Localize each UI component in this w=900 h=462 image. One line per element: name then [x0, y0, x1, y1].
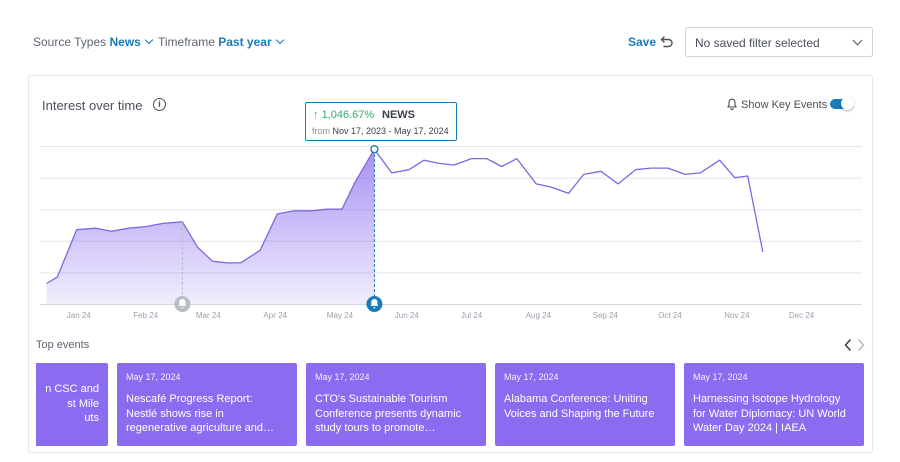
key-event-point [370, 144, 379, 154]
event-card[interactable]: May 17, 2024 Harnessing Isotope Hydrolog… [684, 363, 864, 446]
top-events-list: n CSC and st Mile uts May 17, 2024 Nescafé… [36, 363, 873, 446]
key-events-toggle[interactable] [830, 97, 854, 110]
event-card[interactable]: May 17, 2024 CTO's Sustainable Tourism Co… [306, 363, 486, 446]
event-date: May 17, 2024 [504, 372, 559, 382]
save-button[interactable]: Save [628, 35, 657, 49]
key-event-marker[interactable] [174, 221, 191, 312]
x-tick-label: Aug 24 [526, 311, 552, 320]
key-events-control: Show Key Events [726, 97, 854, 111]
x-tick-label: Dec 24 [789, 311, 815, 320]
timeframe-value: Past year [218, 35, 272, 49]
info-icon[interactable]: i [153, 98, 166, 111]
x-tick-label: Jul 24 [461, 311, 483, 320]
key-events-label: Show Key Events [741, 99, 828, 111]
x-tick-label: Mar 24 [196, 311, 221, 320]
top-events-title: Top events [36, 339, 90, 351]
timeframe-filter[interactable]: Timeframe Past year [158, 35, 284, 49]
undo-icon[interactable] [660, 34, 674, 48]
event-title: n CSC and st Mile uts [45, 383, 99, 424]
card-title: Interest over time [42, 98, 143, 113]
event-card[interactable]: May 17, 2024 Nescafé Progress Report: Nes… [117, 363, 297, 446]
source-types-label: Source Types [33, 35, 107, 49]
saved-filter-value: No saved filter selected [695, 36, 820, 50]
event-date: May 17, 2024 [693, 372, 748, 382]
event-date: May 17, 2024 [315, 372, 370, 382]
x-axis-ticks: Jan 24 Feb 24 Mar 24 Apr 24 May 24 Jun 24 Jul … [67, 311, 815, 320]
x-tick-label: Nov 24 [724, 311, 750, 320]
bell-icon [178, 299, 187, 309]
tooltip-range: from Nov 17, 2023 - May 17, 2024 [312, 126, 449, 136]
chart-series-line [46, 148, 764, 285]
tooltip-range-value: Nov 17, 2023 - May 17, 2024 [332, 126, 449, 136]
chart-area-fill [46, 149, 375, 304]
interest-chart: Jan 24 Feb 24 Mar 24 Apr 24 May 24 Jun 24 Jul … [40, 144, 862, 320]
bell-icon [370, 299, 379, 309]
key-event-markers [174, 144, 383, 312]
x-tick-label: Jan 24 [67, 311, 92, 320]
x-tick-label: Apr 24 [263, 311, 287, 320]
source-types-value: News [109, 35, 141, 49]
toggle-knob [841, 97, 854, 110]
tooltip-change: ↑ 1,046.67% [313, 109, 375, 121]
saved-filter-select[interactable]: No saved filter selected [685, 27, 873, 57]
event-date: May 17, 2024 [126, 372, 181, 382]
event-title: Nescafé Progress Report: Nestlé shows ris… [126, 393, 274, 434]
key-event-marker-active[interactable] [366, 144, 383, 312]
x-tick-label: Sep 24 [593, 311, 619, 320]
x-tick-label: Jun 24 [395, 311, 420, 320]
x-tick-label: Feb 24 [133, 311, 158, 320]
event-card[interactable]: May 17, 2024 Alabama Conference: Uniting… [495, 363, 675, 446]
timeframe-label: Timeframe [158, 35, 215, 49]
x-tick-label: May 24 [327, 311, 354, 320]
tooltip-source: NEWS [382, 109, 415, 121]
chevron-right-icon[interactable] [856, 338, 866, 352]
filter-bar: Source Types News Timeframe Past year Sa… [0, 0, 900, 76]
event-title: CTO's Sustainable Tourism Conference pres… [315, 393, 462, 434]
bell-icon [727, 98, 737, 110]
chevron-left-icon[interactable] [843, 338, 853, 352]
source-types-filter[interactable]: Source Types News [33, 35, 154, 49]
event-card[interactable]: n CSC and st Mile uts [36, 363, 108, 446]
tooltip-from-label: from [312, 126, 330, 136]
tooltip-change-value: 1,046.67% [321, 109, 375, 121]
event-title: Alabama Conference: Uniting Voices and Sh… [504, 393, 655, 420]
chart-tooltip: ↑ 1,046.67% NEWS from Nov 17, 2023 - May… [305, 102, 457, 141]
x-tick-label: Oct 24 [658, 311, 682, 320]
event-title: Harnessing Isotope Hydrology for Water Di… [693, 393, 846, 434]
